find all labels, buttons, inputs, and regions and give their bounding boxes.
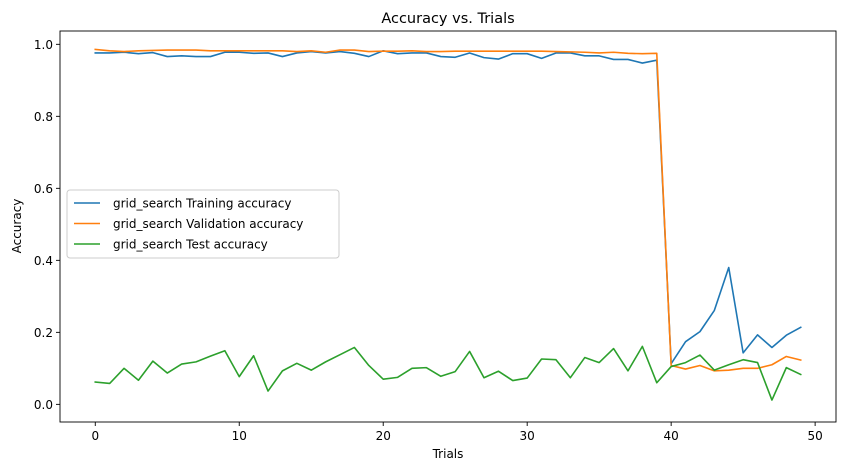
series-line-2 [94,48,802,372]
legend-label-2: grid_search Validation accuracy [113,217,303,231]
y-tick-label: 0.0 [34,398,53,412]
axes-layer: 0 10 20 30 40 50 0.0 0.2 0.4 0.6 0.8 1.0 [34,30,837,443]
y-axis-label: Accuracy [10,199,24,254]
chart-title: Accuracy vs. Trials [381,11,514,27]
series-layer [94,48,802,401]
plot-frame [59,30,837,423]
legend-label-3: grid_search Test accuracy [113,238,268,252]
x-tick-label: 20 [376,429,391,443]
x-tick-label: 10 [232,429,247,443]
legend: grid_search Training accuracy grid_search… [66,189,340,259]
y-tick-label: 0.2 [34,326,53,340]
x-tick-label: 0 [91,429,99,443]
x-tick-label: 50 [807,429,822,443]
x-tick-label: 40 [664,429,679,443]
x-axis-label: Trials [432,447,464,461]
x-tick-label: 30 [520,429,535,443]
y-tick-label: 1.0 [34,38,53,52]
y-tick-label: 0.8 [34,110,53,124]
series-line-1 [94,49,802,365]
legend-box [66,189,340,259]
legend-label-1: grid_search Training accuracy [113,197,291,211]
y-tick-label: 0.4 [34,254,53,268]
y-tick-label: 0.6 [34,182,53,196]
series-line-3 [94,345,802,401]
